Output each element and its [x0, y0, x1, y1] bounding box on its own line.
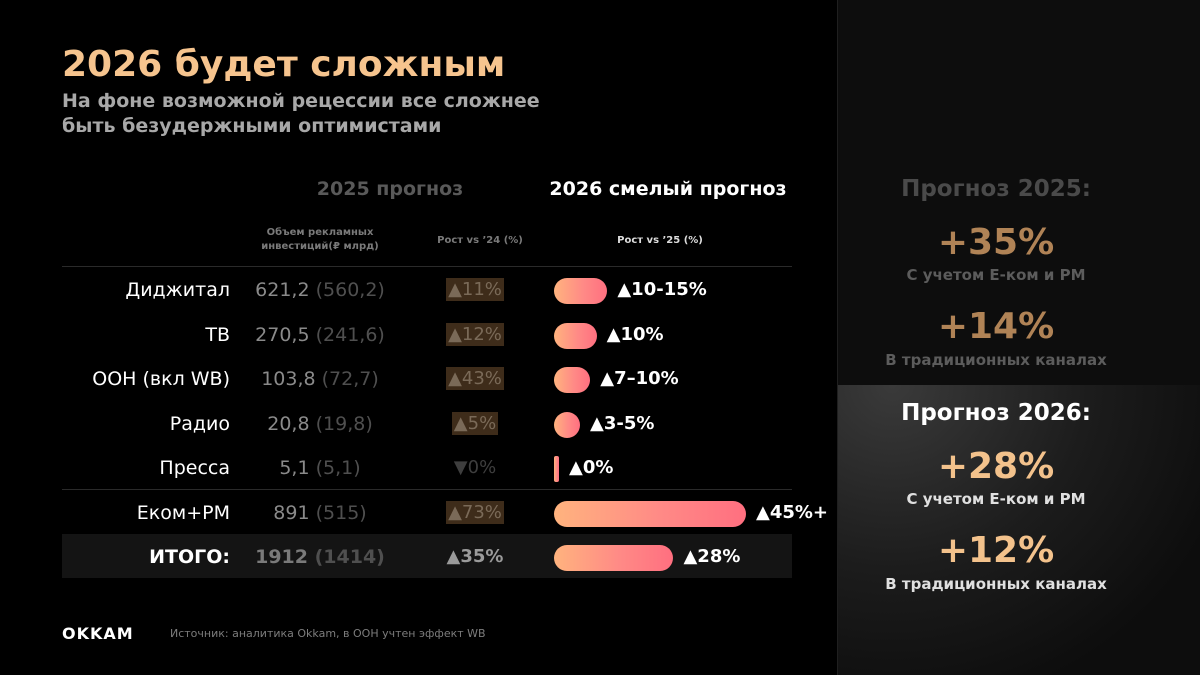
volume-2024: (1414) [308, 546, 385, 568]
table-row: ТВ 270,5 (241,6) ▲12% ▲10% [0, 313, 837, 357]
channel-name: Еком+РМ [136, 501, 230, 524]
table-row: Радио 20,8 (19,8) ▲5% ▲3-5% [0, 402, 837, 446]
forecast-2026-value-total: +28% [937, 446, 1055, 487]
channel-name: OOH (вкл WB) [92, 368, 230, 390]
growth-2025: ▲73% [420, 491, 530, 535]
growth-2026-label: ▲28% [683, 546, 741, 567]
volume-value: 20,8 (19,8) [255, 402, 385, 446]
volume-value: 621,2 (560,2) [255, 268, 385, 312]
right-panel-glow [838, 385, 1200, 675]
subtitle-line-2: быть безудержными оптимистами [62, 115, 442, 137]
forecast-2026-value-traditional: +12% [937, 530, 1055, 571]
forecast-2025-value-traditional: +14% [937, 306, 1055, 347]
header-2026-forecast: 2026 смелый прогноз [549, 178, 787, 200]
channel-name: Радио [169, 412, 230, 435]
brand-logo: OKKAM [62, 624, 134, 643]
subheader-volume-line-2: инвестиций(₽ млрд) [261, 241, 379, 252]
growth-2025-value: ▲73% [446, 500, 504, 524]
volume-2025: 270,5 [255, 323, 310, 346]
subtitle-line-1: На фоне возможной рецессии все сложнее [62, 90, 540, 112]
subheader-growth-2025: Рост vs ’24 (%) [437, 235, 523, 246]
forecast-2026-heading: Прогноз 2026: [901, 400, 1091, 426]
growth-2026-bar [554, 367, 591, 393]
growth-2026-bar [554, 500, 746, 527]
volume-2025: 5,1 [279, 457, 310, 479]
table-row: Пресса 5,1 (5,1) ▼0% ▲0% [0, 446, 837, 490]
forecast-2025-caption-total: С учетом E-ком и РМ [906, 266, 1086, 284]
growth-2026-label: ▲10-15% [617, 279, 707, 300]
forecast-2025-heading: Прогноз 2025: [901, 176, 1091, 202]
table-row: OOH (вкл WB) 103,8 (72,7) ▲43% ▲7–10% [0, 357, 837, 401]
forecast-2025-caption-traditional: В традиционных каналах [885, 351, 1107, 369]
growth-2025-value: ▲5% [451, 411, 499, 435]
growth-2025-value: ▲12% [446, 322, 504, 346]
growth-2026-bar [554, 278, 608, 304]
growth-2025-value: ▲43% [446, 367, 504, 390]
growth-2026-label: ▲45%+ [756, 501, 829, 523]
forecast-2026-caption-total: С учетом E-ком и РМ [906, 490, 1086, 508]
volume-2025: 103,8 [261, 368, 316, 390]
total-row: ИТОГО: 1912 (1414) ▲35% ▲28% [0, 535, 837, 579]
growth-2025: ▲43% [420, 357, 530, 401]
volume-2024: (515) [309, 501, 367, 524]
volume-2024: (560,2) [309, 279, 385, 301]
volume-value: 270,5 (241,6) [255, 313, 385, 357]
volume-2025: 20,8 [267, 412, 310, 435]
source-note: Источник: аналитика Okkam, в OOH учтен э… [170, 627, 486, 640]
volume-value: 1912 (1414) [255, 535, 385, 579]
growth-2025: ▲35% [420, 535, 530, 579]
growth-2026-bar [554, 411, 580, 438]
growth-2026-label: ▲3-5% [590, 412, 655, 434]
growth-2025-value: ▼0% [453, 457, 497, 478]
growth-2025: ▲5% [420, 402, 530, 446]
right-panel [837, 0, 1200, 675]
table-row: Еком+РМ 891 (515) ▲73% ▲45%+ [0, 491, 837, 535]
subheader-volume-line-1: Объем рекламных [266, 227, 374, 238]
volume-2025: 621,2 [255, 279, 310, 301]
growth-2025: ▲11% [420, 268, 530, 312]
header-2025-forecast: 2025 прогноз [316, 178, 464, 200]
volume-2024: (72,7) [315, 368, 379, 390]
channel-name: ИТОГО: [149, 546, 230, 568]
subheader-growth-2026: Рост vs ’25 (%) [617, 235, 703, 246]
growth-2026-label: ▲10% [606, 323, 664, 345]
volume-2024: (19,8) [309, 412, 373, 435]
table-divider-top [62, 266, 792, 267]
page-title: 2026 будет сложным [62, 44, 506, 85]
subheader-volume: Объем рекламных инвестиций(₽ млрд) [250, 226, 390, 254]
growth-2026-bar [554, 456, 559, 482]
growth-2025: ▼0% [420, 446, 530, 490]
volume-value: 5,1 (5,1) [255, 446, 385, 490]
growth-2025: ▲12% [420, 313, 530, 357]
growth-2026-bar [554, 322, 597, 349]
growth-2025-value: ▲11% [446, 278, 504, 301]
channel-name: ТВ [205, 323, 230, 346]
channel-name: Диджитал [125, 279, 230, 301]
volume-2025: 1912 [255, 546, 308, 568]
growth-2025-value: ▲35% [446, 546, 504, 567]
table-divider-ecom [62, 489, 792, 490]
volume-value: 103,8 (72,7) [255, 357, 385, 401]
volume-value: 891 (515) [255, 491, 385, 535]
volume-2024: (241,6) [309, 323, 385, 346]
growth-2026-bar [554, 545, 674, 571]
forecast-2025-value-total: +35% [937, 222, 1055, 263]
forecast-2026-caption-traditional: В традиционных каналах [885, 575, 1107, 593]
growth-2026-label: ▲7–10% [600, 368, 679, 389]
growth-2026-label: ▲0% [569, 457, 614, 478]
page-subtitle: На фоне возможной рецессии все сложнее б… [62, 89, 622, 139]
table-row: Диджитал 621,2 (560,2) ▲11% ▲10-15% [0, 268, 837, 312]
volume-2025: 891 [273, 501, 310, 524]
volume-2024: (5,1) [309, 457, 361, 479]
channel-name: Пресса [159, 457, 230, 479]
